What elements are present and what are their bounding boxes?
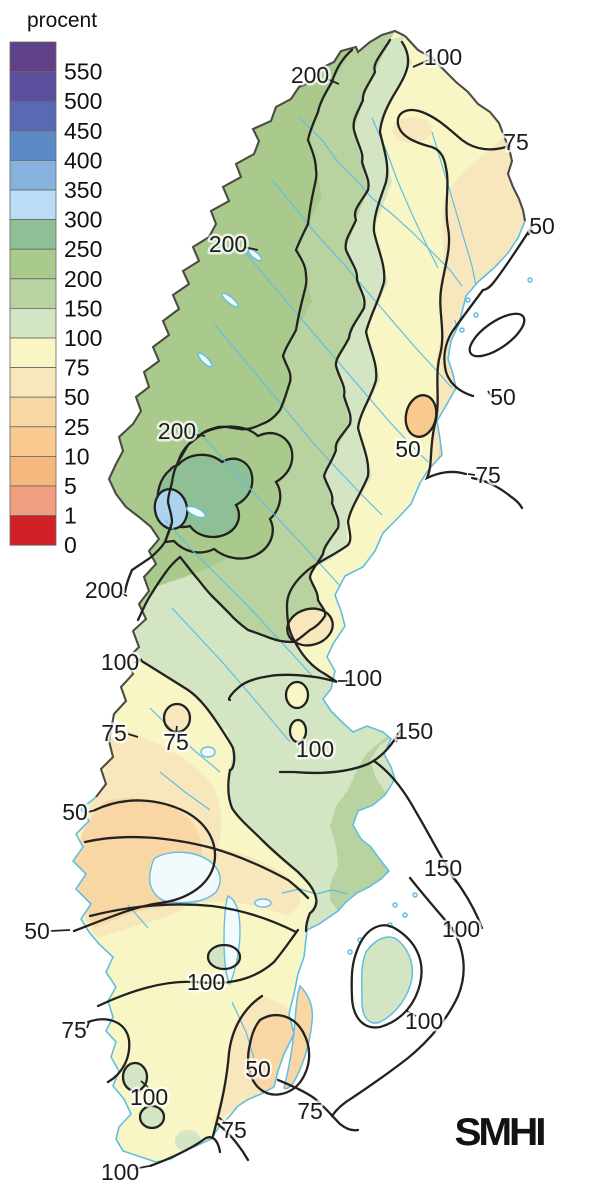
contour-lines	[72, 38, 533, 1168]
lakes	[149, 248, 349, 986]
legend-label: 75	[64, 355, 90, 381]
contour-label: 200	[291, 62, 329, 88]
legend-label: 150	[64, 295, 102, 321]
legend-cell	[9, 307, 57, 339]
contour-label: 75	[297, 1098, 323, 1124]
islands	[283, 277, 533, 1090]
legend-label: 550	[64, 59, 102, 85]
rivers	[127, 117, 479, 1059]
contour-label: 75	[163, 729, 189, 755]
smhi-logo: SMHI	[454, 1111, 544, 1154]
legend-label: 450	[64, 118, 102, 144]
legend-cell	[9, 426, 57, 457]
contour-label: 100	[187, 969, 225, 995]
legend-cell	[9, 219, 57, 250]
legend-cell	[9, 455, 57, 487]
legend-label: 400	[64, 147, 102, 173]
legend-label: 1	[64, 503, 77, 529]
contour-label: 50	[24, 918, 50, 944]
oland-island	[283, 984, 314, 1090]
legend-label: 300	[64, 207, 102, 233]
contour-label: 100	[405, 1008, 443, 1034]
legend-colorbar: procent 55050045040035030025020015010075…	[9, 9, 102, 558]
legend-label: 5	[64, 473, 77, 499]
legend-cell	[9, 189, 57, 221]
contour-label: 75	[475, 462, 501, 488]
legend-cell	[9, 100, 57, 132]
contour-label: 150	[424, 855, 462, 881]
legend-label: 350	[64, 177, 102, 203]
contour-label: 50	[395, 436, 421, 462]
contour-label: 100	[442, 916, 480, 942]
legend-cell	[9, 159, 57, 191]
contour-label: 100	[296, 736, 334, 762]
label-leaders	[49, 59, 534, 1170]
legend-label: 250	[64, 236, 102, 262]
legend-cell	[9, 278, 57, 309]
legend-cell	[9, 367, 57, 398]
contour-label: 50	[529, 213, 555, 239]
contour-label: 100	[101, 649, 139, 675]
legend-label: 10	[64, 443, 90, 469]
legend-label: 25	[64, 414, 90, 440]
contour-label: 100	[344, 665, 382, 691]
contour-label: 150	[395, 718, 433, 744]
contour-label: 100	[130, 1084, 168, 1110]
contour-label: 100	[101, 1159, 139, 1185]
contour-label: 50	[62, 799, 88, 825]
contour-label: 75	[221, 1117, 247, 1143]
contour-label: 100	[424, 44, 462, 70]
contour-label: 50	[245, 1056, 271, 1082]
contour-label: 75	[101, 720, 127, 746]
national-border	[95, 29, 527, 798]
legend-cell	[9, 41, 57, 73]
legend-cell	[9, 248, 57, 280]
legend-cell	[9, 71, 57, 102]
legend-label: 50	[64, 384, 90, 410]
legend-cell	[9, 485, 57, 517]
legend-label: 200	[64, 266, 102, 292]
contour-label: 50	[490, 384, 516, 410]
contour-label: 200	[209, 231, 247, 257]
contour-label: 75	[61, 1017, 87, 1043]
gotland-island	[360, 936, 414, 1024]
legend-cell	[9, 130, 57, 161]
legend-cell	[9, 337, 57, 369]
contour-label: 200	[158, 418, 196, 444]
legend-label: 500	[64, 88, 102, 114]
contour-label: 75	[503, 129, 529, 155]
legend-label: 0	[64, 532, 77, 558]
legend-title: procent	[27, 9, 97, 32]
legend-cell	[9, 515, 57, 546]
legend-cell	[9, 396, 57, 428]
legend-label: 100	[64, 325, 102, 351]
contour-label: 200	[85, 577, 123, 603]
